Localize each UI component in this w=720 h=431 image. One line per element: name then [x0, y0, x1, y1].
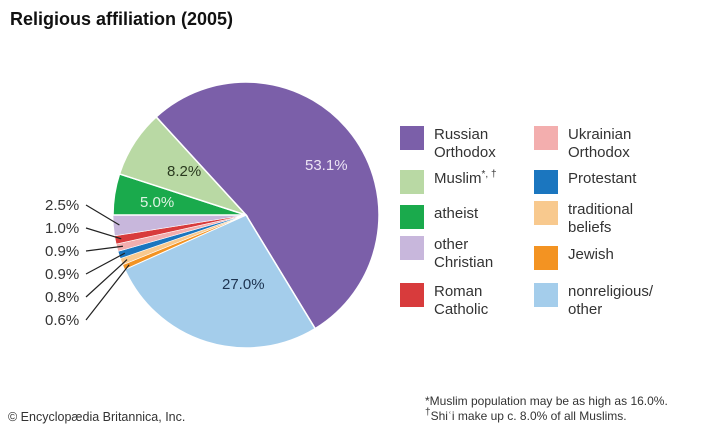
legend-label-text: Roman Catholic [434, 283, 489, 318]
leader-line [85, 259, 128, 298]
legend-label-text: Protestant [568, 170, 637, 187]
legend-item: nonreligious/ other [534, 283, 653, 319]
legend-label: Muslim*, † [434, 170, 497, 188]
leader-line [85, 204, 120, 226]
legend-label: Ukrainian Orthodox [568, 126, 631, 162]
legend-swatch [534, 170, 558, 194]
legend-item: atheist [400, 205, 478, 229]
footnotes: *Muslim population may be as high as 16.… [425, 394, 668, 424]
leader-line [85, 252, 126, 275]
legend-item: Russian Orthodox [400, 126, 496, 162]
chart-title: Religious affiliation (2005) [10, 9, 234, 29]
footnote-muslim: *Muslim population may be as high as 16.… [425, 394, 668, 408]
legend-item: Roman Catholic [400, 283, 488, 319]
slice-label: 27.0% [222, 276, 265, 293]
slice-label: 1.0% [45, 220, 79, 237]
legend-item: Muslim*, † [400, 170, 497, 194]
legend-label: nonreligious/ other [568, 283, 653, 319]
slice-label: 53.1% [305, 157, 348, 174]
pie-slice-muslim [118, 115, 249, 217]
legend-label: other Christian [434, 236, 493, 272]
legend-label-text: Muslim [434, 170, 482, 187]
legend-swatch [534, 283, 558, 307]
slice-label: 0.9% [45, 266, 79, 283]
footnote-shii-text: Shiʿi make up c. 8.0% of all Muslims. [430, 409, 627, 423]
legend-swatch [534, 201, 558, 225]
legend-label-text: nonreligious/ other [568, 283, 654, 318]
legend-label-text: Russian Orthodox [434, 126, 496, 161]
legend-swatch [400, 170, 424, 194]
credit: © Encyclopædia Britannica, Inc. [8, 410, 186, 424]
slice-label: 2.5% [45, 197, 79, 214]
legend-label-text: atheist [434, 205, 479, 222]
legend-swatch [534, 126, 558, 150]
slice-label: 8.2% [167, 163, 201, 180]
footnote-shii: †Shiʿi make up c. 8.0% of all Muslims. [425, 407, 668, 424]
legend-label: atheist [434, 205, 478, 223]
legend-label-text: Jewish [568, 246, 614, 263]
pie-slice-russian-orthodox [155, 81, 380, 330]
legend-label: Roman Catholic [434, 283, 488, 319]
leader-line [85, 245, 123, 252]
legend-swatch [400, 283, 424, 307]
legend-swatch [534, 246, 558, 270]
leader-line [85, 227, 122, 240]
legend-item: Protestant [534, 170, 636, 194]
slice-label: 5.0% [140, 194, 174, 211]
slice-label: 0.9% [45, 243, 79, 260]
legend-label-text: other Christian [434, 236, 494, 271]
slice-label: 0.6% [45, 312, 79, 329]
legend-label-text: Ukrainian Orthodox [568, 126, 632, 161]
legend-swatch [400, 126, 424, 150]
legend-item: traditional beliefs [534, 201, 633, 237]
leader-line [85, 264, 130, 321]
legend-footnote-mark: *, † [481, 169, 497, 180]
legend-label-text: traditional beliefs [568, 201, 634, 236]
legend-item: Ukrainian Orthodox [534, 126, 631, 162]
legend-item: other Christian [400, 236, 493, 272]
legend-label: Protestant [568, 170, 636, 188]
legend-swatch [400, 205, 424, 229]
legend-label: Russian Orthodox [434, 126, 496, 162]
legend-item: Jewish [534, 246, 614, 270]
dagger-mark: † [425, 407, 431, 418]
legend-swatch [400, 236, 424, 260]
legend-label: traditional beliefs [568, 201, 633, 237]
slice-label: 0.8% [45, 289, 79, 306]
legend-label: Jewish [568, 246, 614, 264]
